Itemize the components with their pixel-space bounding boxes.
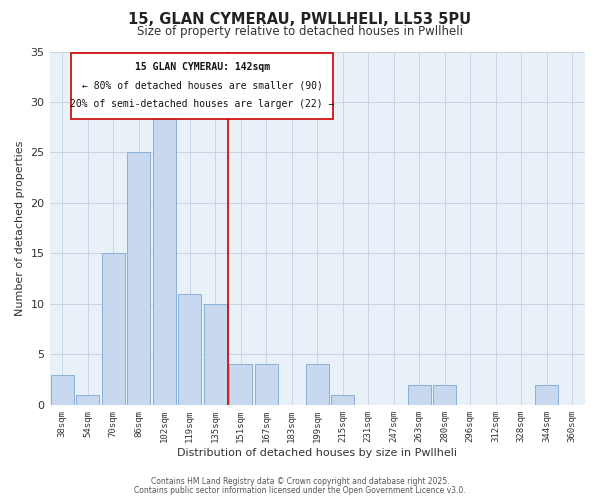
Y-axis label: Number of detached properties: Number of detached properties	[15, 140, 25, 316]
Bar	[102, 254, 125, 405]
Bar	[331, 394, 354, 405]
Text: Contains HM Land Registry data © Crown copyright and database right 2025.: Contains HM Land Registry data © Crown c…	[151, 478, 449, 486]
Bar	[204, 304, 227, 405]
Text: 20% of semi-detached houses are larger (22) →: 20% of semi-detached houses are larger (…	[70, 100, 334, 110]
Bar	[153, 112, 176, 405]
Text: Size of property relative to detached houses in Pwllheli: Size of property relative to detached ho…	[137, 25, 463, 38]
Bar	[51, 374, 74, 405]
Bar	[255, 364, 278, 405]
Text: ← 80% of detached houses are smaller (90): ← 80% of detached houses are smaller (90…	[82, 81, 323, 91]
FancyBboxPatch shape	[71, 54, 334, 118]
Bar	[433, 384, 456, 405]
Bar	[306, 364, 329, 405]
Bar	[76, 394, 99, 405]
Bar	[178, 294, 201, 405]
Text: Contains public sector information licensed under the Open Government Licence v3: Contains public sector information licen…	[134, 486, 466, 495]
Bar	[535, 384, 558, 405]
Bar	[408, 384, 431, 405]
Text: 15, GLAN CYMERAU, PWLLHELI, LL53 5PU: 15, GLAN CYMERAU, PWLLHELI, LL53 5PU	[128, 12, 472, 28]
Bar	[229, 364, 252, 405]
Bar	[127, 152, 150, 405]
Text: 15 GLAN CYMERAU: 142sqm: 15 GLAN CYMERAU: 142sqm	[134, 62, 270, 72]
X-axis label: Distribution of detached houses by size in Pwllheli: Distribution of detached houses by size …	[177, 448, 457, 458]
